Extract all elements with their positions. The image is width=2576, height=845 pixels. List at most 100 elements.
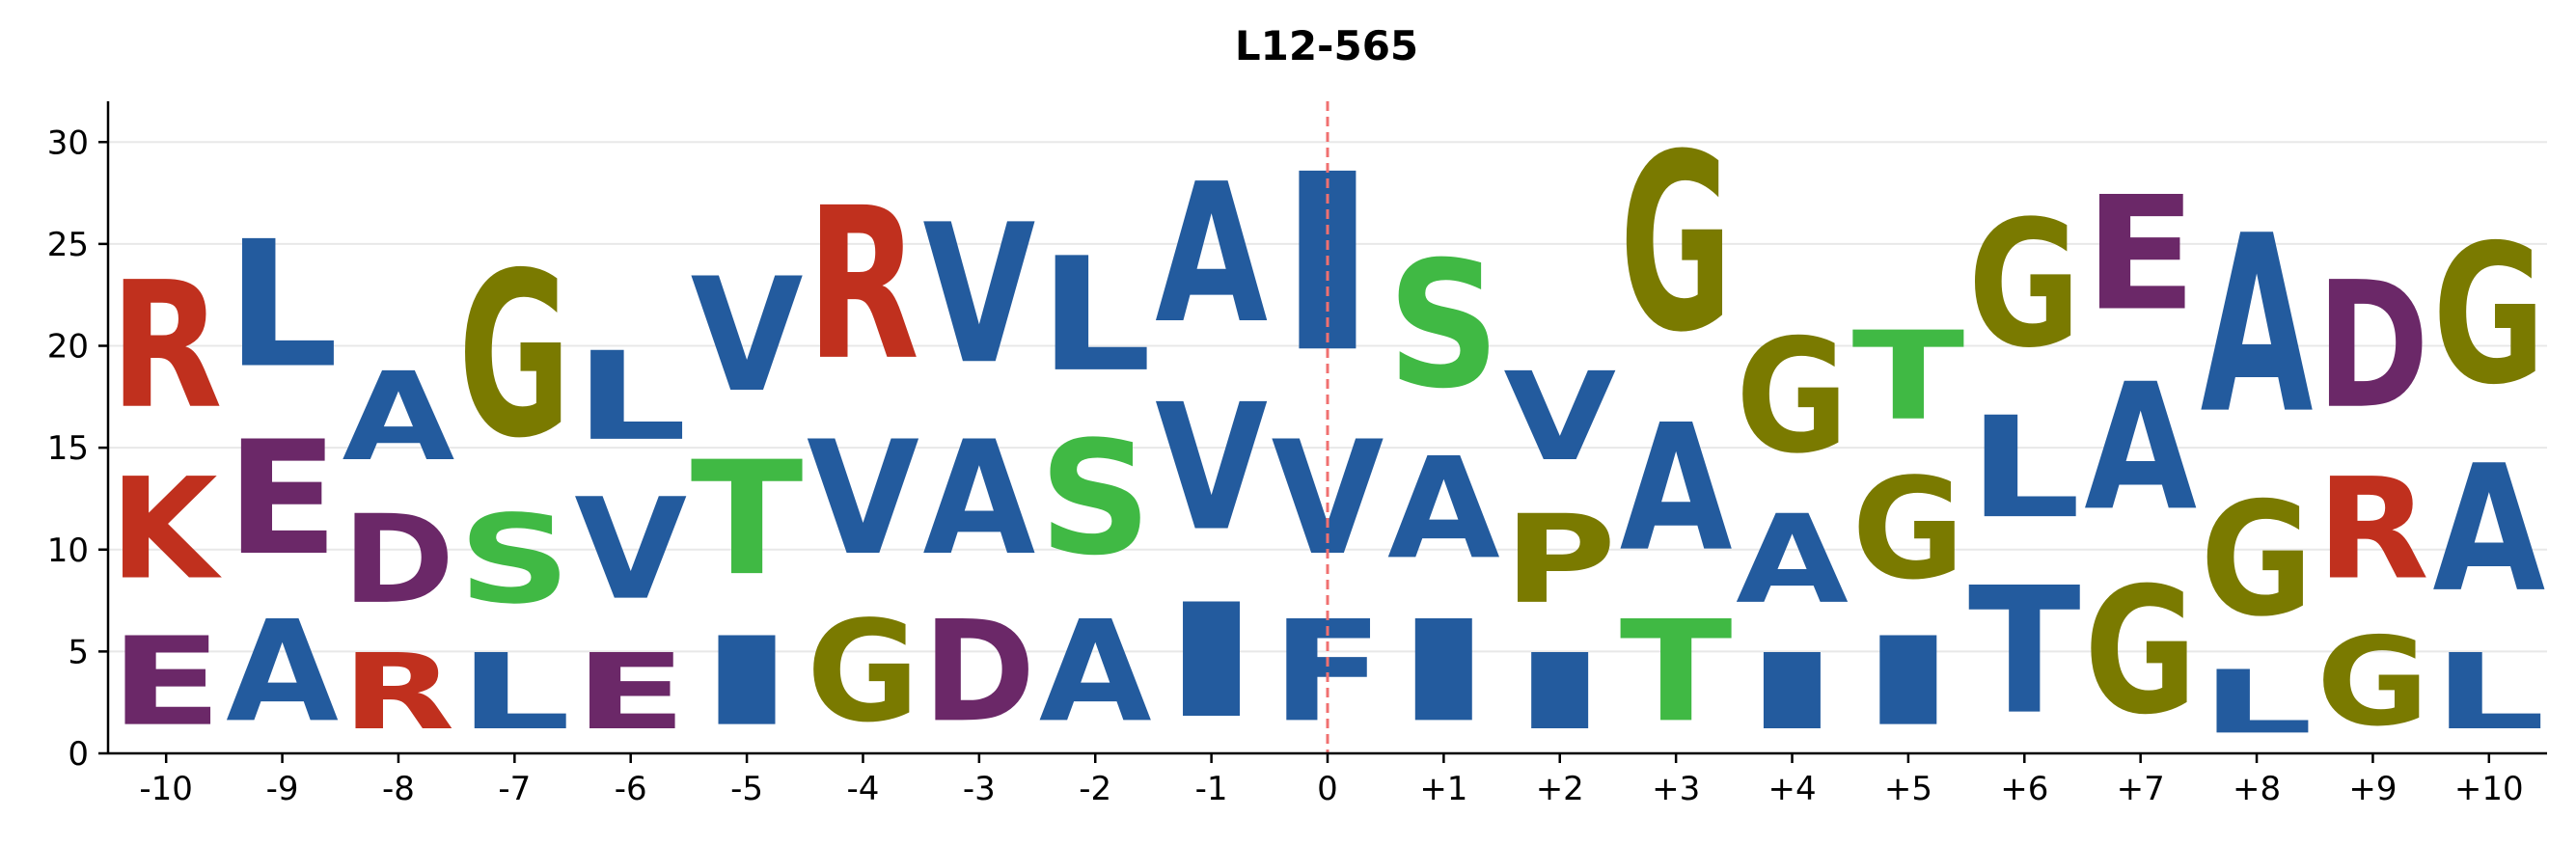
logo-letter: V [691, 244, 804, 427]
logo-letter: G [2201, 469, 2314, 651]
logo-letter: R [110, 245, 223, 448]
logo-letter: A [922, 407, 1035, 590]
logo-letter: D [343, 489, 455, 631]
logo-letter: S [458, 489, 571, 631]
logo-column: EVL [574, 326, 687, 752]
x-tick-label: -6 [615, 770, 647, 808]
logo-letter: I [1736, 632, 1849, 753]
logo-column: RDA [343, 346, 455, 753]
logo-letter: R [807, 163, 919, 407]
x-tick-label: +3 [1652, 770, 1700, 808]
logo-letter: P [1503, 489, 1616, 631]
logo-column: EKR [110, 245, 223, 753]
logo-letter: G [1968, 184, 2081, 387]
logo-letter: E [110, 612, 223, 753]
logo-letter: E [226, 408, 339, 590]
logo-letter: G [1736, 306, 1849, 488]
logo-letter: A [1039, 590, 1152, 752]
logo-letter: E [574, 631, 687, 752]
logo-letter: V [1503, 346, 1616, 488]
logo-letter: A [226, 590, 339, 752]
logo-letter: A [1387, 427, 1500, 589]
logo-letter: A [343, 346, 455, 488]
x-tick-label: +6 [2000, 770, 2048, 808]
logo-column: IVA [1155, 142, 1268, 752]
logo-letter: L [2201, 652, 2314, 753]
logo-stacks: EKRAELRDALSGEVLITVGVRDAVASLIVAFVIIASIPVT… [110, 103, 2545, 753]
logo-letter: A [2432, 429, 2545, 631]
y-tick-label: 15 [47, 429, 89, 468]
logo-letter: T [1620, 591, 1733, 753]
logo-column: ASL [1039, 224, 1152, 753]
logo-letter: A [1155, 142, 1268, 366]
logo-letter: V [807, 407, 919, 590]
logo-letter: D [2316, 246, 2429, 449]
logo-letter: G [1852, 448, 1965, 610]
logo-column: LGA [2201, 184, 2314, 753]
logo-letter: T [691, 428, 804, 611]
logo-letter: I [1387, 590, 1500, 753]
logo-column: AEL [226, 204, 339, 753]
x-tick-label: -10 [139, 770, 193, 808]
logo-letter: S [1039, 408, 1152, 590]
logo-letter: D [922, 591, 1035, 753]
logo-column: DAV [922, 183, 1035, 753]
logo-column: IGT [1852, 306, 1965, 753]
x-tick-label: -1 [1195, 770, 1228, 808]
logo-letter: G [2316, 611, 2429, 752]
x-tick-label: +1 [1419, 770, 1467, 808]
x-tick-label: +4 [1768, 770, 1816, 808]
logo-letter: A [2201, 184, 2314, 468]
x-tick-label: +5 [1884, 770, 1932, 808]
logo-letter: V [1272, 407, 1384, 590]
logo-column: GAE [2084, 163, 2197, 753]
logo-letter: G [458, 224, 571, 487]
logo-letter: G [2432, 204, 2545, 426]
logo-letter: V [922, 183, 1035, 407]
x-tick-label: +7 [2117, 770, 2165, 808]
logo-letter: L [226, 204, 339, 406]
logo-column: LSG [458, 224, 571, 753]
logo-letter: G [2084, 551, 2197, 753]
logo-letter: V [1155, 368, 1268, 569]
logo-letter: K [110, 449, 223, 611]
x-tick-label: +8 [2233, 770, 2281, 808]
logo-letter: V [574, 469, 687, 631]
logo-column: IAS [1387, 225, 1500, 752]
logo-column: IAG [1736, 306, 1849, 753]
y-tick-label: 0 [68, 735, 89, 774]
logo-letter: I [691, 612, 804, 753]
logo-letter: L [458, 632, 571, 753]
logo-column: TLG [1968, 184, 2081, 753]
logo-letter: I [1503, 632, 1616, 753]
x-tick-label: -7 [498, 770, 531, 808]
y-tick-label: 10 [47, 532, 89, 570]
logo-column: GRD [2316, 246, 2429, 753]
logo-letter: E [2084, 163, 2197, 345]
logo-letter: L [1968, 387, 2081, 549]
logo-letter: L [574, 326, 687, 468]
x-tick-label: +10 [2454, 770, 2524, 808]
logo-letter: T [1852, 306, 1965, 448]
logo-letter: L [2432, 632, 2545, 753]
logo-letter: G [1620, 103, 1733, 386]
logo-column: GVR [807, 163, 919, 752]
logo-letter: A [1736, 489, 1849, 631]
logo-letter: L [1039, 224, 1152, 407]
logo-column: ITV [691, 244, 804, 753]
logo-letter: A [2084, 347, 2197, 549]
y-tick-label: 20 [47, 328, 89, 367]
logo-column: LAG [2432, 204, 2545, 753]
logo-letter: G [807, 590, 919, 752]
logo-letter: I [1852, 612, 1965, 753]
logo-letter: R [2316, 449, 2429, 611]
logo-column: TAG [1620, 103, 1733, 753]
chart-title: L12-565 [1235, 22, 1418, 69]
logo-letter: R [343, 633, 455, 754]
logo-letter: A [1620, 389, 1733, 590]
logo-letter: T [1968, 551, 2081, 752]
x-tick-label: +2 [1536, 770, 1584, 808]
logo-letter: I [1155, 570, 1268, 752]
